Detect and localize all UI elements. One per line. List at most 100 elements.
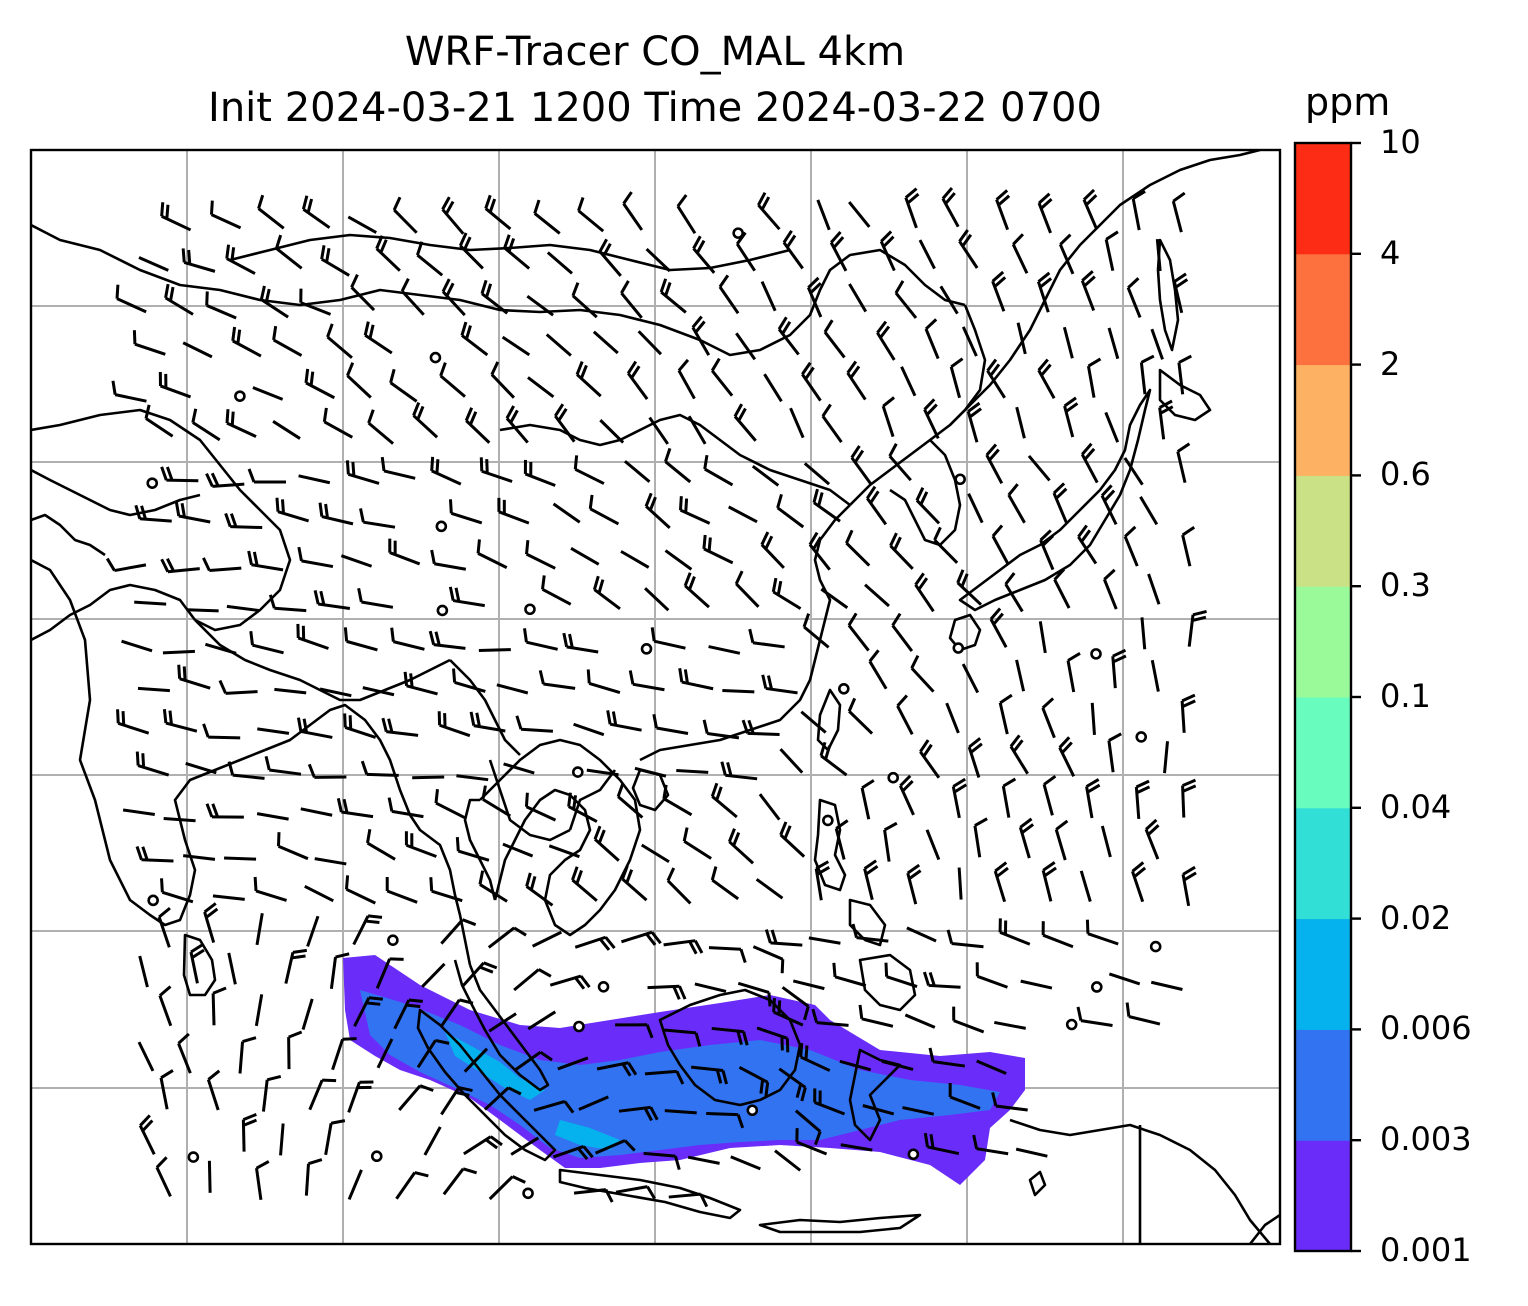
wind-barb (552, 1145, 594, 1161)
coast-timor (1028, 1170, 1047, 1197)
wind-barb (1018, 817, 1035, 859)
colorbar-segment (1295, 475, 1351, 587)
colorbar (1293, 141, 1361, 1253)
border-pakistan (31, 583, 197, 642)
wind-barb (138, 1114, 156, 1155)
wind-barb (205, 291, 237, 320)
wind-barb (182, 341, 213, 359)
wind-barb (1076, 1006, 1113, 1027)
wind-barb (772, 998, 804, 1027)
wind-barb (1062, 326, 1074, 359)
calm-marker (746, 1104, 759, 1117)
wind-barb (821, 403, 843, 444)
wind-barb (375, 957, 404, 989)
wind-barb (752, 945, 785, 974)
wind-barb (1107, 327, 1120, 360)
calm-marker (1135, 731, 1148, 743)
map-frame (29, 148, 1282, 1246)
wind-barb (644, 587, 670, 612)
wind-barb (961, 326, 978, 357)
wind-barb (606, 710, 642, 732)
wind-barb (211, 986, 227, 1026)
wind-barb (776, 493, 805, 529)
wind-barb (448, 586, 486, 608)
wind-barb (135, 846, 174, 863)
wind-barb (515, 715, 554, 733)
wind-barb (279, 1123, 285, 1156)
wind-barb (490, 361, 516, 399)
wind-barb (1102, 568, 1118, 610)
wind-barb (366, 828, 396, 861)
wind-barb (900, 366, 917, 397)
wind-barb (666, 867, 692, 905)
wind-barb (578, 1095, 609, 1111)
wind-barb (904, 1013, 936, 1029)
wind-barb (155, 1156, 172, 1198)
wind-barb (483, 1086, 522, 1111)
wind-barb (440, 1086, 473, 1116)
border-china-mongolia (31, 223, 966, 357)
wind-barb (761, 674, 798, 695)
title-line-2: Init 2024-03-21 1200 Time 2024-03-22 070… (208, 85, 1102, 131)
wind-barb (501, 335, 531, 357)
wind-barb (238, 1036, 257, 1074)
wind-barb (961, 663, 980, 694)
wind-barb (1126, 277, 1142, 318)
wind-barb (664, 447, 692, 484)
wind-barb (1150, 980, 1183, 991)
wind-barb (527, 1010, 557, 1031)
wind-barb (891, 612, 914, 652)
wind-barb (398, 1084, 434, 1111)
wind-barb (1009, 734, 1029, 775)
wind-barb (415, 241, 444, 277)
wind-barb (488, 1012, 517, 1033)
wind-barb (647, 984, 687, 1000)
wind-barb (571, 866, 598, 902)
wind-barb (956, 569, 983, 606)
wind-barb (224, 856, 257, 861)
wind-barb (755, 878, 784, 900)
wind-barb (985, 443, 1004, 485)
wind-barb (620, 550, 650, 569)
wind-barb (596, 1061, 638, 1077)
wind-barb (527, 376, 555, 399)
colorbar-segment (1295, 918, 1351, 1030)
wind-barb (306, 915, 320, 947)
wind-barb (1027, 454, 1051, 482)
wind-barb (884, 962, 918, 988)
wind-barb (275, 497, 310, 523)
wind-barb (440, 998, 474, 1028)
wind-barb (620, 930, 662, 946)
wind-barb (914, 572, 935, 613)
wind-barb (460, 321, 489, 357)
wind-barb (906, 926, 937, 943)
colorbar-segment (1295, 253, 1351, 366)
wind-barb (380, 456, 416, 480)
wind-barb (484, 194, 512, 231)
wind-barb (756, 1026, 790, 1053)
wind-barb (1041, 697, 1056, 739)
coast-sakhalin (1156, 238, 1180, 352)
wind-barb (814, 860, 830, 901)
wind-barb (706, 1112, 745, 1129)
colorbar-segment (1295, 807, 1351, 920)
wind-barb (430, 456, 462, 486)
wind-barb (881, 1059, 914, 1071)
wind-barb (212, 894, 245, 901)
colorbar-segment (1295, 1140, 1351, 1252)
calm-marker (573, 1020, 585, 1033)
wind-barb (599, 419, 625, 444)
wind-barb (1077, 524, 1098, 565)
border-kazakh (31, 468, 201, 517)
wind-barb (353, 996, 384, 1027)
calm-marker (572, 766, 584, 778)
wind-barb (134, 504, 172, 523)
wind-barb (946, 929, 984, 949)
wind-barb (741, 719, 780, 736)
wind-barb (513, 968, 552, 992)
wind-barb (951, 777, 968, 819)
wind-barb (183, 854, 216, 861)
wind-barb (1181, 778, 1197, 818)
wind-barb (207, 1160, 212, 1193)
wind-barb (802, 613, 830, 649)
